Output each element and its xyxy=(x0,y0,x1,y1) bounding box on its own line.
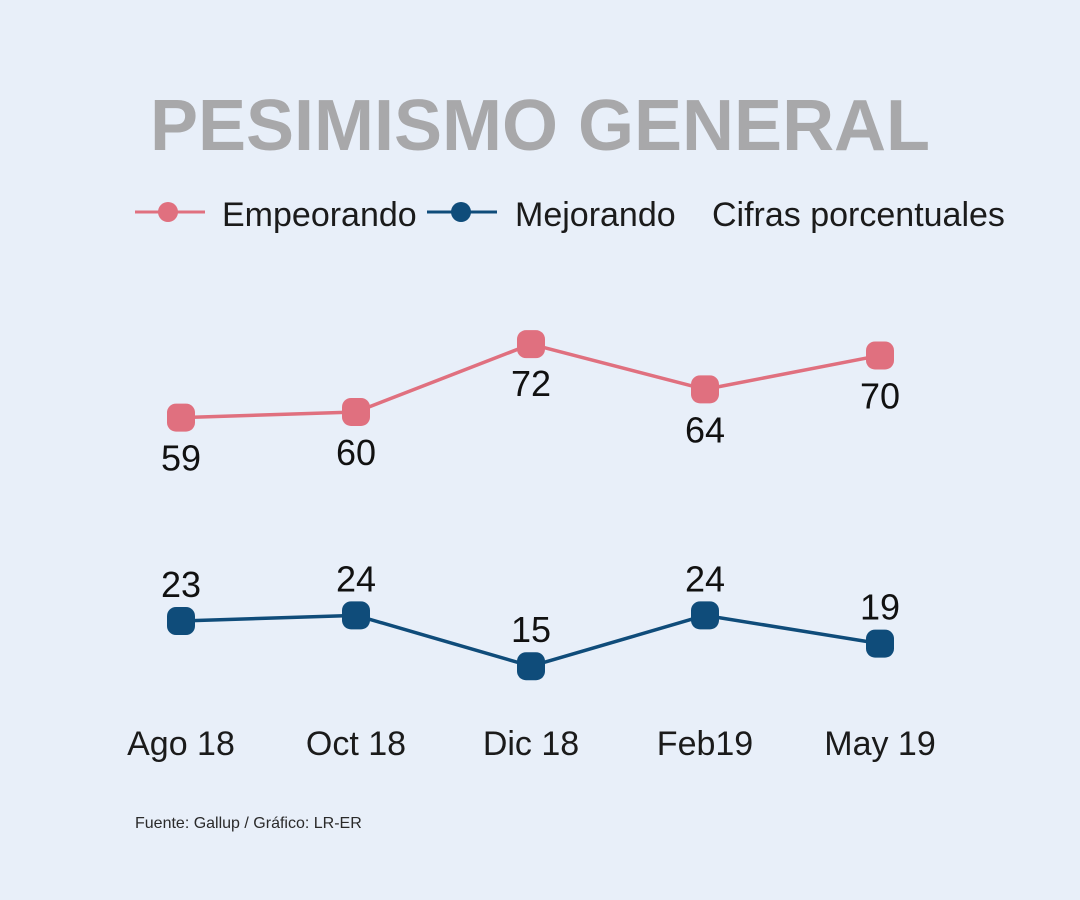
legend-label-mejorando: Mejorando xyxy=(515,196,676,234)
data-point-empeorando xyxy=(691,375,719,404)
data-point-mejorando xyxy=(691,601,719,630)
x-axis: Ago 18 Oct 18 Dic 18 Feb19 May 19 xyxy=(127,725,936,763)
x-tick-label: May 19 xyxy=(824,725,936,763)
data-label-empeorando: 70 xyxy=(860,375,900,416)
x-tick-label: Oct 18 xyxy=(306,725,406,763)
data-point-mejorando xyxy=(342,601,370,630)
data-label-mejorando: 23 xyxy=(161,564,201,605)
legend-marker-mejorando xyxy=(451,202,471,222)
data-label-empeorando: 72 xyxy=(511,363,551,404)
legend: Empeorando Mejorando Cifras porcentuales xyxy=(135,196,1005,234)
data-point-empeorando xyxy=(167,403,195,432)
units-note: Cifras porcentuales xyxy=(712,196,1005,234)
data-point-mejorando xyxy=(866,629,894,658)
legend-marker-empeorando xyxy=(158,202,178,222)
data-point-empeorando xyxy=(866,341,894,370)
legend-label-empeorando: Empeorando xyxy=(222,196,417,234)
data-label-mejorando: 24 xyxy=(685,558,725,599)
data-point-empeorando xyxy=(517,330,545,359)
data-label-mejorando: 24 xyxy=(336,558,376,599)
plot-area: 59 60 72 64 70 23 24 15 24 19 xyxy=(161,330,900,681)
data-point-empeorando xyxy=(342,397,370,426)
source-note: Fuente: Gallup / Gráfico: LR-ER xyxy=(135,815,362,832)
data-point-mejorando xyxy=(167,607,195,635)
chart-title: PESIMISMO GENERAL xyxy=(150,86,930,166)
data-label-mejorando: 15 xyxy=(511,609,551,650)
data-point-mejorando xyxy=(517,652,545,681)
data-label-empeorando: 60 xyxy=(336,432,376,473)
data-label-empeorando: 59 xyxy=(161,438,201,479)
data-label-empeorando: 64 xyxy=(685,409,725,450)
x-tick-label: Ago 18 xyxy=(127,725,235,763)
x-tick-label: Dic 18 xyxy=(483,725,579,763)
data-label-mejorando: 19 xyxy=(860,587,900,628)
x-tick-label: Feb19 xyxy=(657,725,753,763)
